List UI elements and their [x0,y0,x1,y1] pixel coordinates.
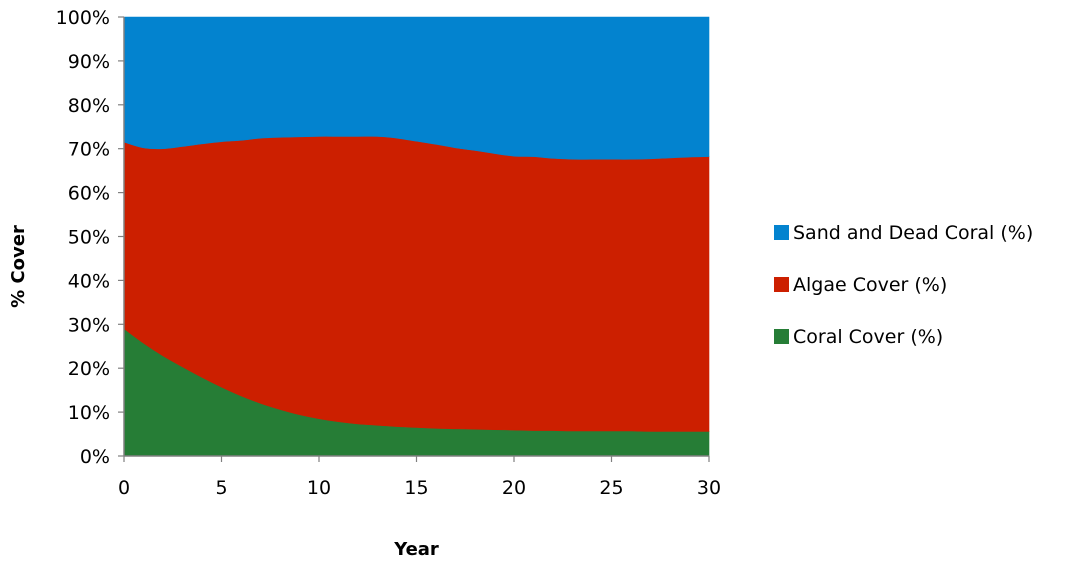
y-tick-label: 70% [68,139,110,161]
y-tick-label: 60% [68,183,110,205]
legend-swatch [774,277,789,292]
legend-item: Algae Cover (%) [774,274,947,296]
x-axis-ticks: 0 5 10 15 20 25 30 [118,456,721,499]
x-axis-title: Year [393,539,439,560]
x-tick-label: 25 [599,477,623,499]
legend-label: Algae Cover (%) [793,274,947,296]
legend-label: Sand and Dead Coral (%) [793,222,1033,244]
legend-label: Coral Cover (%) [793,326,943,348]
x-tick-label: 30 [697,477,721,499]
x-tick-label: 15 [404,477,428,499]
y-tick-label: 10% [68,402,110,424]
area-series-3 [123,16,710,160]
y-tick-label: 40% [68,270,110,292]
y-tick-label: 50% [68,227,110,249]
y-tick-label: 90% [68,51,110,73]
legend-item: Coral Cover (%) [774,326,943,348]
legend-item: Sand and Dead Coral (%) [774,222,1033,244]
y-tick-label: 20% [68,358,110,380]
y-axis-ticks: 0% 10% 20% 30% 40% 50% 60% 70% 80% 90% 100% [56,7,124,468]
y-axis-title: % Cover [8,225,29,308]
y-tick-label: 80% [68,95,110,117]
x-tick-label: 10 [307,477,331,499]
x-tick-label: 20 [502,477,526,499]
x-tick-label: 0 [118,477,130,499]
y-tick-label: 30% [68,314,110,336]
legend-swatch [774,329,789,344]
legend-swatch [774,225,789,240]
legend: Sand and Dead Coral (%) Algae Cover (%) Co… [774,222,1033,348]
y-tick-label: 0% [80,446,110,468]
x-tick-label: 5 [215,477,227,499]
area-layers [123,16,710,457]
y-tick-label: 100% [56,7,110,29]
